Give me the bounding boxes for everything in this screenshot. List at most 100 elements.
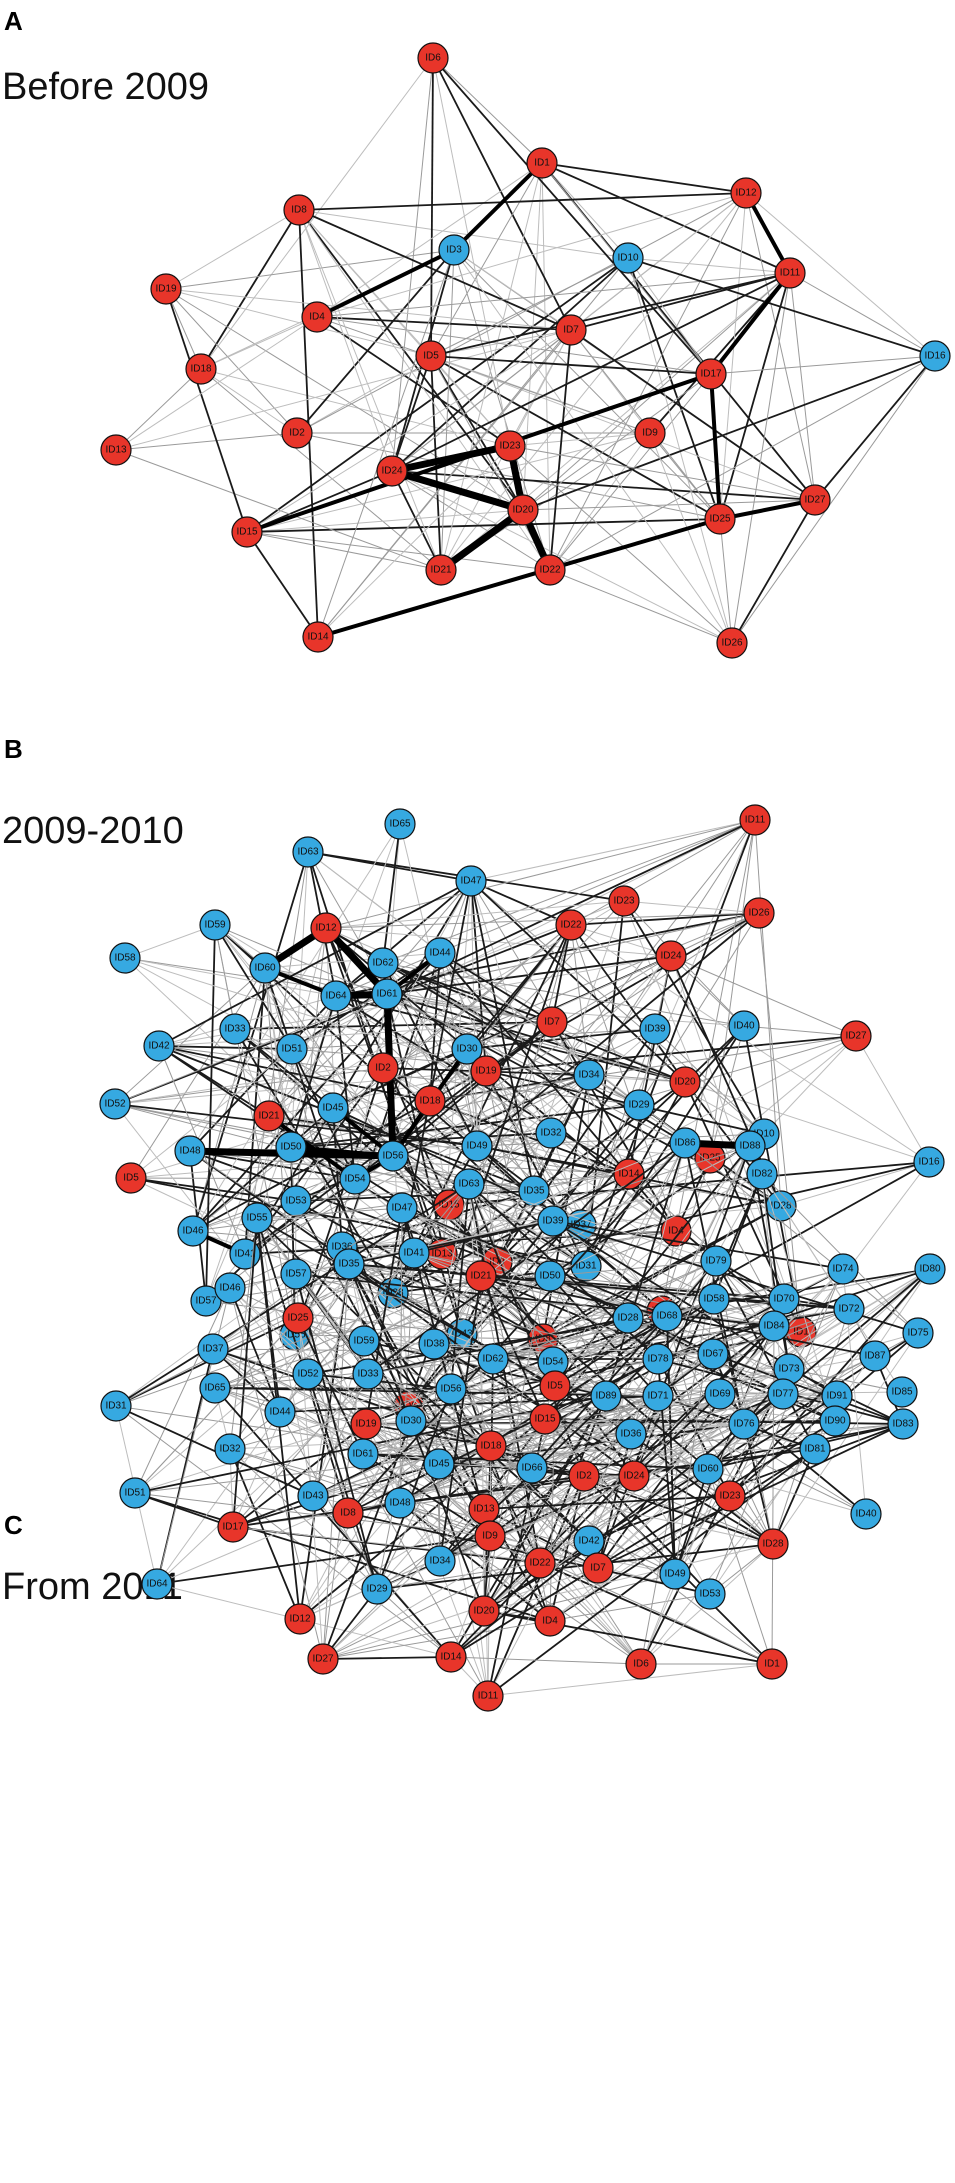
node-label: ID1: [764, 1659, 780, 1670]
edge: [549, 373, 712, 571]
edge: [780, 1161, 930, 1207]
edge: [212, 1252, 415, 1350]
node-circle: [886, 1376, 918, 1408]
node-id7: ID7: [536, 1006, 568, 1038]
node-circle: [494, 430, 526, 462]
node-id13: ID13: [100, 434, 132, 466]
edge: [468, 1183, 711, 1595]
edge: [392, 1155, 443, 1255]
node-label: ID60: [254, 963, 276, 974]
node-circle: [714, 1480, 746, 1512]
edge: [549, 1275, 659, 1397]
node-label: ID40: [733, 1021, 755, 1032]
edge: [470, 880, 765, 1135]
edge: [376, 1562, 541, 1590]
node-circle: [902, 1317, 934, 1349]
edge: [438, 507, 526, 573]
node-id48: ID48: [174, 1135, 206, 1167]
edge: [709, 271, 792, 376]
node-circle: [284, 1603, 316, 1635]
node-circle: [840, 1020, 872, 1052]
edge: [522, 499, 816, 511]
node-label: ID23: [719, 1491, 741, 1502]
node-id52: ID52: [292, 1358, 324, 1390]
edge: [354, 900, 625, 1180]
edge: [114, 1048, 468, 1105]
node-id79: ID79: [700, 1245, 732, 1277]
node-label: ID33: [224, 1024, 246, 1035]
node-id72: ID72: [833, 1293, 865, 1325]
edge: [483, 1543, 774, 1612]
node-label: ID63: [458, 1179, 480, 1190]
edge: [212, 1348, 590, 1542]
node-label: ID23: [499, 441, 521, 452]
edge: [549, 1260, 717, 1277]
node-label: ID66: [521, 1463, 543, 1474]
node-circle: [774, 257, 806, 289]
edge: [392, 924, 572, 1294]
node-circle: [833, 1293, 865, 1325]
node-id62: ID62: [367, 947, 399, 979]
node-circle: [518, 1175, 550, 1207]
node-id15: ID15: [529, 1403, 561, 1435]
node-id4: ID4: [301, 301, 333, 333]
edge: [452, 161, 544, 252]
node-label: ID16: [918, 1157, 940, 1168]
node-id4: ID4: [660, 1215, 692, 1247]
node-circle: [174, 1135, 206, 1167]
node-label: ID58: [703, 1294, 725, 1305]
edge: [549, 1142, 686, 1277]
node-label: ID13: [105, 445, 127, 456]
edge: [549, 192, 747, 571]
node-id42: ID42: [573, 1525, 605, 1557]
edge: [450, 1656, 642, 1665]
node-id63: ID63: [453, 1168, 485, 1200]
edge: [783, 1268, 931, 1300]
edge: [439, 952, 552, 1134]
edge: [597, 1423, 904, 1569]
edge: [470, 819, 756, 882]
node-circle: [280, 1185, 312, 1217]
edge: [448, 819, 756, 1206]
edge: [297, 1317, 492, 1447]
node-label: ID8: [535, 1334, 551, 1345]
node-id12: ID12: [284, 1603, 316, 1635]
edge: [348, 1263, 642, 1665]
node-circle: [302, 621, 334, 653]
node-label: ID25: [709, 514, 731, 525]
edge: [745, 192, 936, 357]
edge: [413, 1252, 541, 1564]
node-circle: [292, 836, 324, 868]
edge: [386, 955, 672, 995]
node-circle: [859, 1340, 891, 1372]
node-id46: ID46: [177, 1215, 209, 1247]
node-circle: [698, 1283, 730, 1315]
node-circle: [534, 1260, 566, 1292]
node-label: ID1: [793, 1327, 809, 1338]
node-label: ID12: [315, 923, 337, 934]
node-label: ID16: [924, 351, 946, 362]
node-label: ID11: [745, 815, 766, 826]
node-label: ID5: [423, 351, 439, 362]
edge: [551, 924, 572, 1023]
edge: [542, 1025, 745, 1340]
edge: [552, 1220, 844, 1270]
node-circle: [231, 516, 263, 548]
node-id88: ID88: [734, 1130, 766, 1162]
node-id37: ID37: [197, 1333, 229, 1365]
node-id21: ID21: [253, 1100, 285, 1132]
node-label: ID71: [647, 1391, 669, 1402]
node-label: ID58: [114, 953, 136, 964]
edge: [290, 995, 337, 1148]
edge: [719, 518, 733, 644]
node-id33: ID33: [219, 1013, 251, 1045]
edge: [731, 355, 936, 644]
edge: [580, 1133, 765, 1226]
node-label: ID7: [544, 1017, 560, 1028]
edge: [232, 1373, 369, 1528]
node-id24: ID24: [376, 455, 408, 487]
edge: [115, 449, 442, 571]
node-circle: [275, 1131, 307, 1163]
edge: [432, 57, 543, 164]
edge: [158, 1045, 431, 1102]
